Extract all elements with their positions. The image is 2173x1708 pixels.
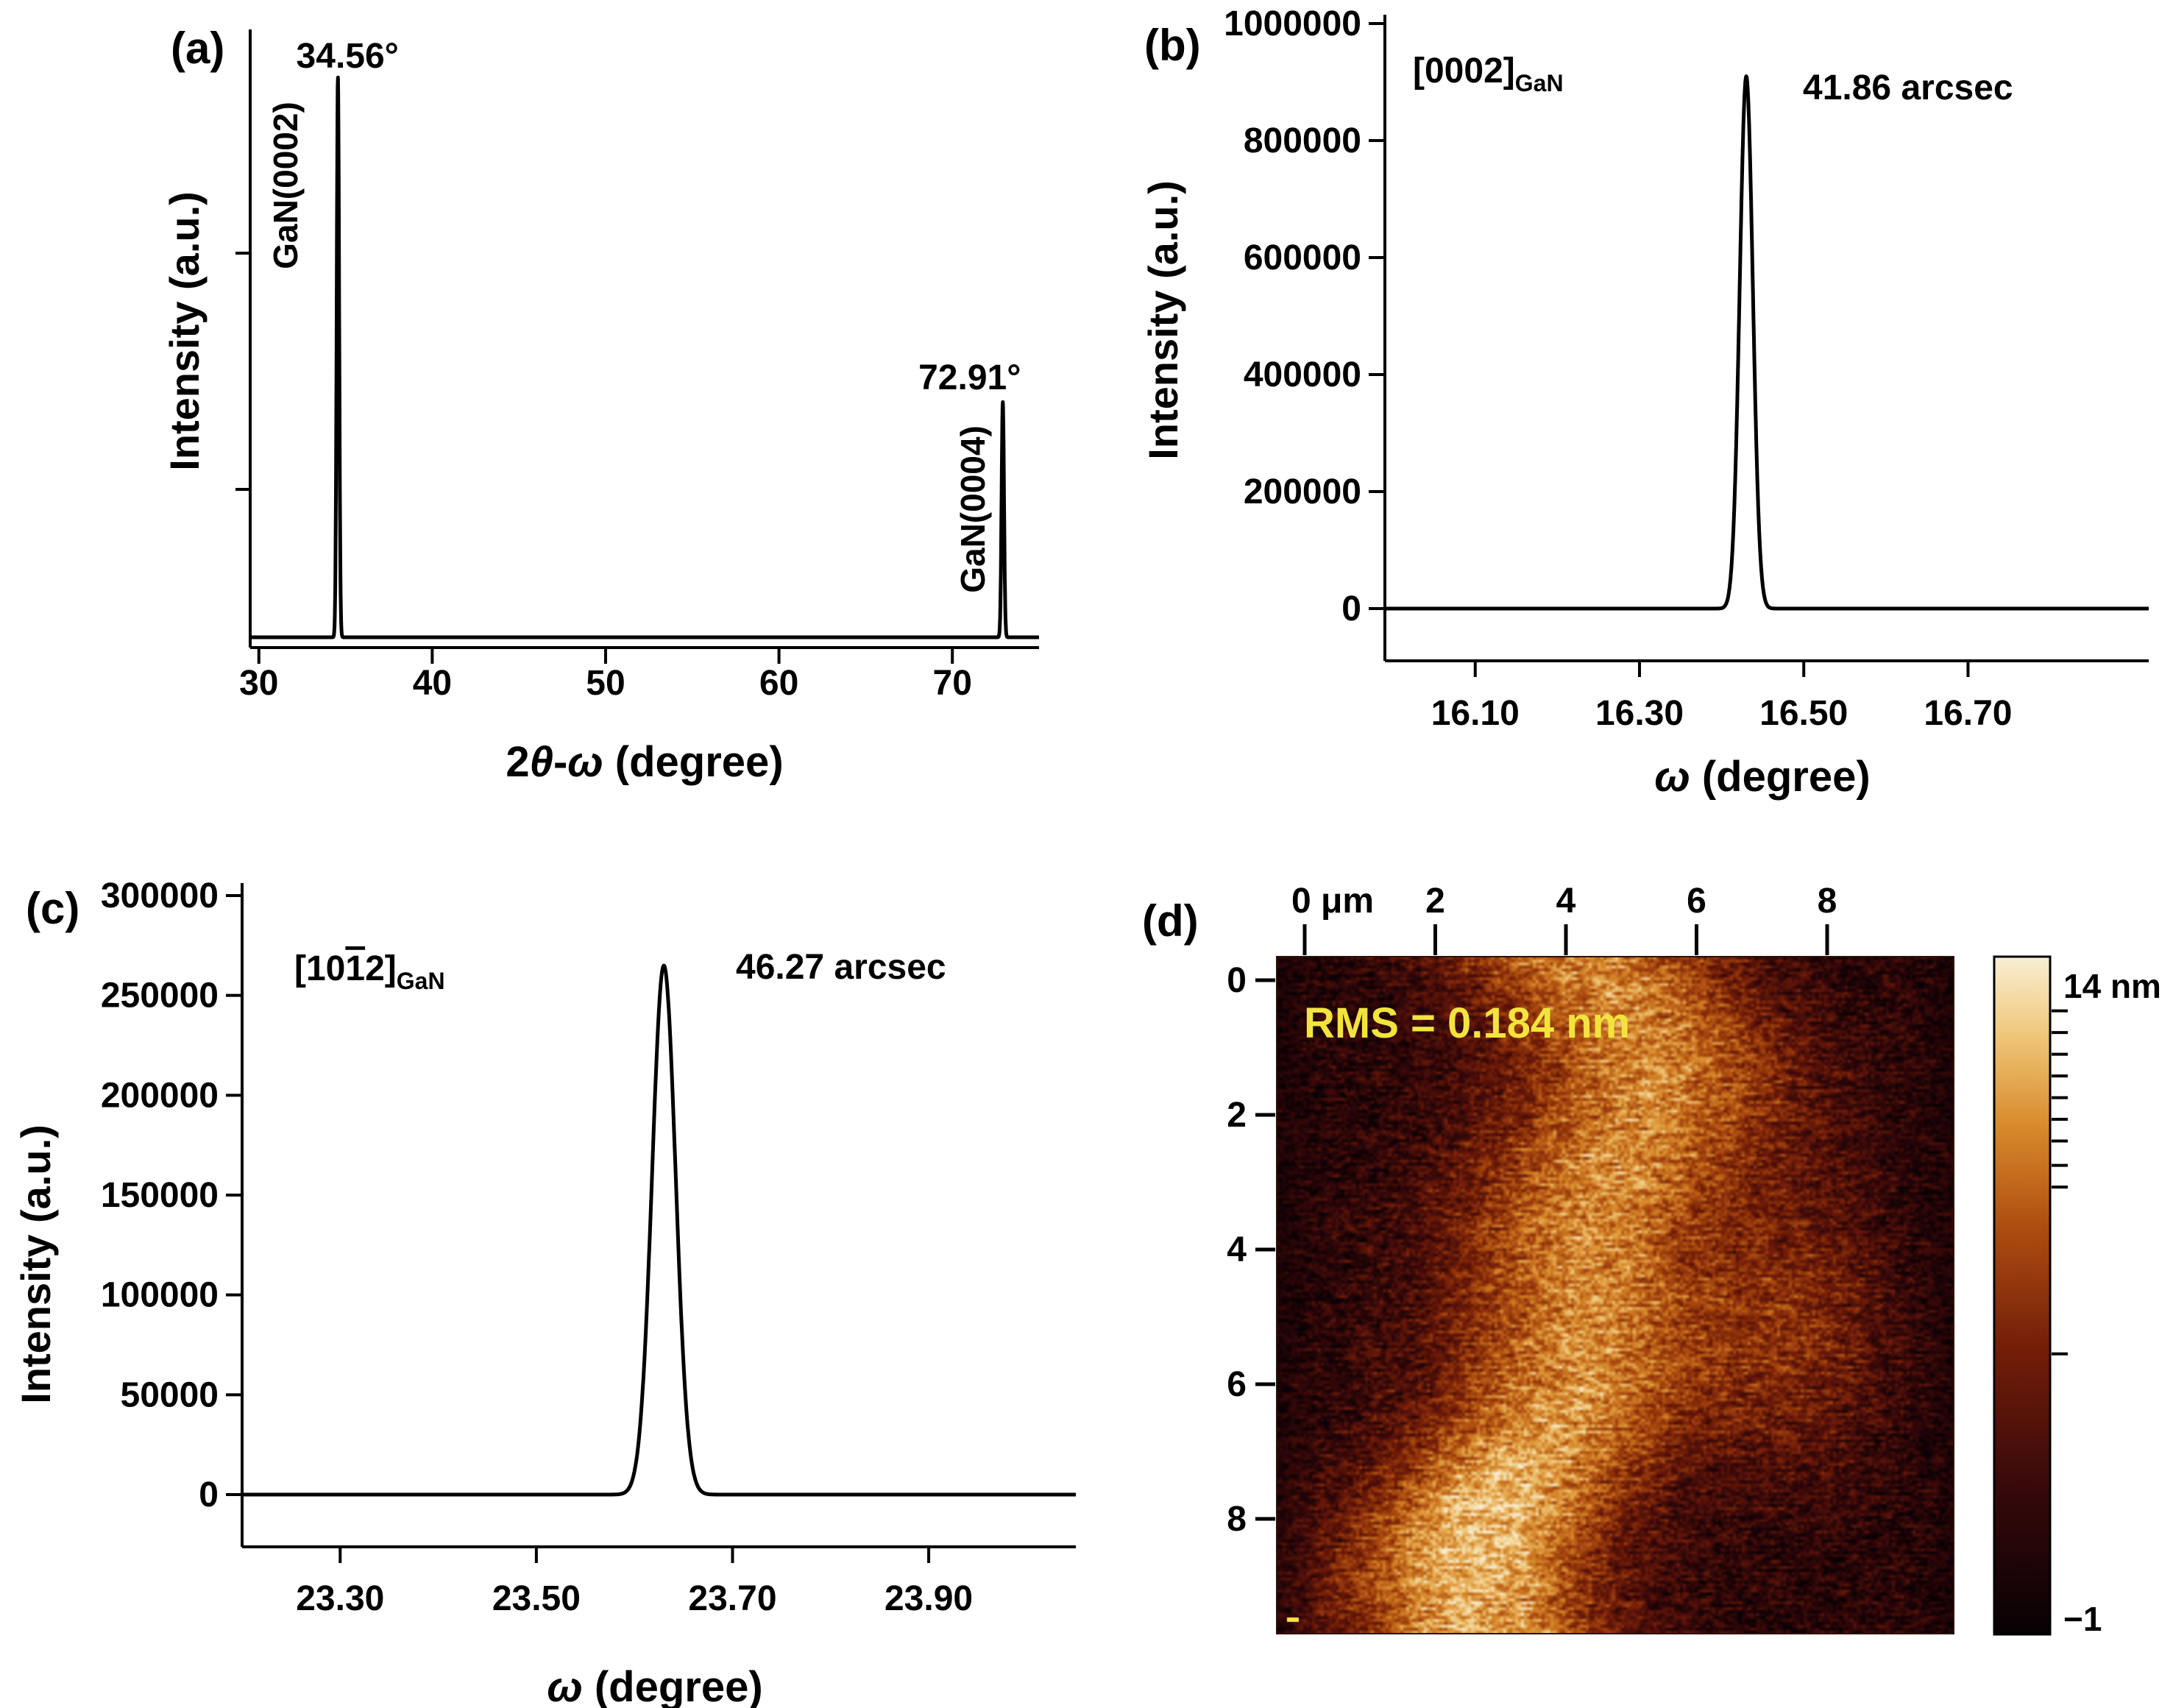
- svg-text:200000: 200000: [1244, 472, 1361, 511]
- panel-d-afm-panel: (d) 0 μm 2 4 6 8 0 2 4 6 8 14 nm −1 RMS = 0.184 nm: [1104, 854, 2173, 1708]
- svg-text:2: 2: [1227, 1096, 1247, 1135]
- svg-text:23.70: 23.70: [688, 1579, 776, 1618]
- svg-text:GaN(0004): GaN(0004): [954, 425, 992, 593]
- svg-text:0 μm: 0 μm: [1291, 882, 1374, 921]
- svg-text:600000: 600000: [1244, 238, 1361, 277]
- svg-text:(c): (c): [26, 884, 79, 933]
- svg-text:16.30: 16.30: [1595, 694, 1684, 733]
- panel-b-omega-rocking-curve-0002-chart: 16.10 16.30 16.50 16.70 0 200000 400000 600000 8…: [1140, 4, 2150, 801]
- svg-text:2θ-ω (degree): 2θ-ω (degree): [506, 738, 783, 786]
- svg-text:2: 2: [1425, 882, 1445, 921]
- svg-text:GaN(0002): GaN(0002): [266, 102, 305, 269]
- panel-c-omega-rocking-curve-1012-chart: 23.30 23.50 23.70 23.90 0 50000 100000 150000 20…: [13, 876, 1077, 1708]
- svg-text:6: 6: [1227, 1365, 1247, 1404]
- svg-text:0: 0: [199, 1475, 219, 1514]
- svg-text:50: 50: [586, 664, 625, 703]
- svg-text:400000: 400000: [1244, 355, 1361, 394]
- svg-text:70: 70: [933, 664, 972, 703]
- svg-text:40: 40: [413, 664, 452, 703]
- svg-text:16.10: 16.10: [1431, 694, 1520, 733]
- svg-text:34.56°: 34.56°: [297, 37, 399, 76]
- svg-text:300000: 300000: [101, 876, 219, 915]
- svg-text:1000000: 1000000: [1224, 4, 1361, 43]
- svg-text:200000: 200000: [101, 1076, 219, 1115]
- svg-text:6: 6: [1687, 882, 1706, 921]
- svg-text:23.90: 23.90: [885, 1579, 973, 1618]
- svg-text:4: 4: [1227, 1230, 1247, 1269]
- svg-text:ω (degree): ω (degree): [547, 1663, 762, 1708]
- svg-text:Intensity (a.u.): Intensity (a.u.): [161, 191, 208, 471]
- svg-text:4: 4: [1556, 882, 1576, 921]
- svg-text:41.86 arcsec: 41.86 arcsec: [1803, 68, 2013, 107]
- svg-text:23.50: 23.50: [492, 1579, 581, 1618]
- svg-text:8: 8: [1818, 882, 1837, 921]
- svg-text:800000: 800000: [1244, 121, 1361, 160]
- svg-text:0: 0: [1227, 961, 1247, 1000]
- svg-text:8: 8: [1227, 1500, 1247, 1539]
- svg-text:23.30: 23.30: [296, 1579, 384, 1618]
- svg-text:100000: 100000: [101, 1276, 219, 1315]
- svg-text:60: 60: [759, 664, 798, 703]
- svg-text:Intensity (a.u.): Intensity (a.u.): [13, 1124, 59, 1404]
- svg-text:14 nm: 14 nm: [2063, 967, 2161, 1005]
- panel-a-xrd-2theta-omega-chart: 30 40 50 60 70 34.56° GaN(0002) 72.91° GaN(0004)…: [161, 24, 1041, 786]
- svg-text:ω (degree): ω (degree): [1654, 753, 1870, 801]
- svg-text:Intensity (a.u.): Intensity (a.u.): [1140, 180, 1186, 460]
- svg-text:(d): (d): [1142, 896, 1199, 946]
- svg-text:250000: 250000: [101, 977, 219, 1016]
- svg-text:[0002]GaN: [0002]GaN: [1413, 52, 1564, 96]
- svg-text:50000: 50000: [121, 1375, 219, 1414]
- svg-text:72.91°: 72.91°: [918, 358, 1021, 397]
- svg-text:−1: −1: [2063, 1600, 2102, 1638]
- svg-text:46.27 arcsec: 46.27 arcsec: [736, 948, 946, 987]
- afm-surface-image: [1277, 957, 1954, 1634]
- svg-text:30: 30: [239, 664, 278, 703]
- svg-text:(a): (a): [171, 24, 224, 73]
- svg-text:16.50: 16.50: [1759, 694, 1848, 733]
- svg-text:150000: 150000: [101, 1176, 219, 1215]
- svg-text:(b): (b): [1144, 21, 1201, 70]
- svg-text:16.70: 16.70: [1924, 694, 2012, 733]
- svg-text:[1012]GaN: [1012]GaN: [294, 949, 445, 994]
- svg-text:0: 0: [1341, 589, 1361, 628]
